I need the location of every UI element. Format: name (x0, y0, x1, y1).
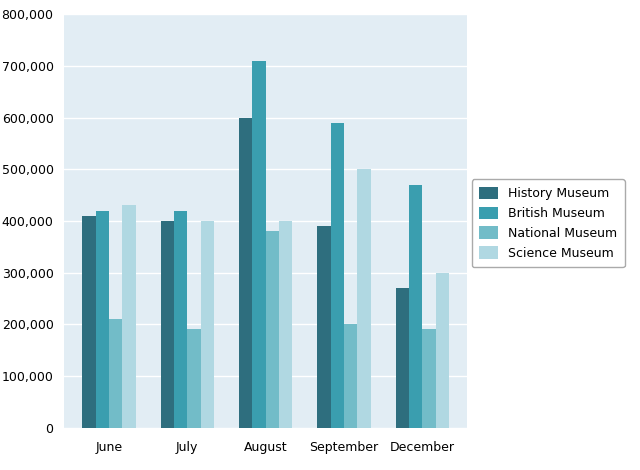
Bar (239, 118, 252, 428)
Bar (436, 273, 449, 428)
Legend: History Museum, British Museum, National Museum, Science Museum: History Museum, British Museum, National… (472, 179, 625, 267)
Bar (266, 231, 279, 428)
Bar (396, 288, 409, 428)
Bar (188, 329, 200, 428)
Bar (109, 319, 122, 428)
Bar (279, 221, 292, 428)
Bar (95, 211, 109, 428)
Bar (331, 123, 344, 428)
Bar (161, 221, 174, 428)
Bar (200, 221, 214, 428)
Bar (83, 216, 95, 428)
Bar (409, 185, 422, 428)
Bar (317, 226, 331, 428)
Bar (252, 61, 266, 428)
Bar (344, 324, 357, 428)
Bar (174, 211, 188, 428)
Bar (357, 169, 371, 428)
Bar (422, 329, 436, 428)
Bar (122, 205, 136, 428)
